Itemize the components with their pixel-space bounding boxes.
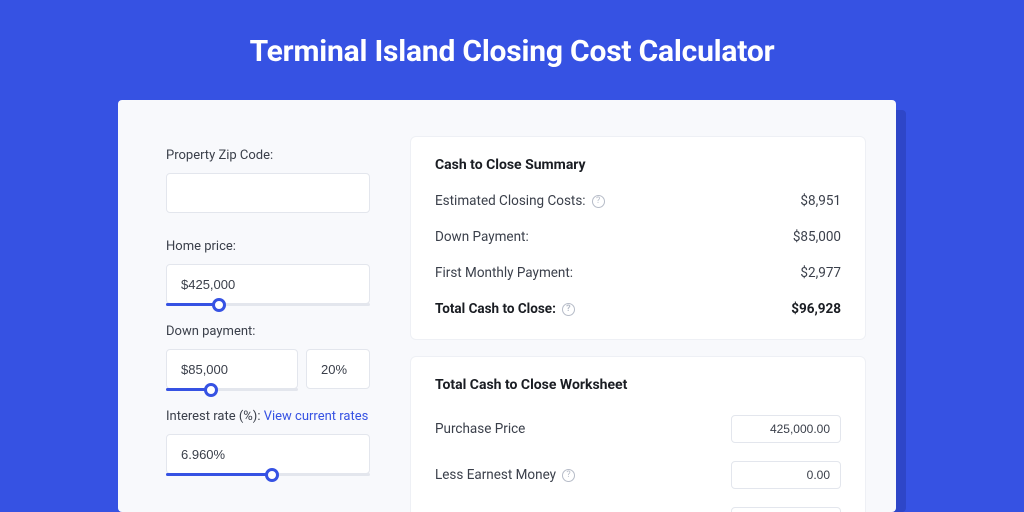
summary-heading: Cash to Close Summary [435, 157, 841, 173]
summary-row-total: Total Cash to Close: ? $96,928 [435, 301, 841, 317]
interest-slider-thumb[interactable] [265, 468, 279, 482]
down-payment-label: Down payment: [166, 324, 370, 339]
worksheet-row-purchase-price: Purchase Price [435, 415, 841, 443]
zip-label: Property Zip Code: [166, 148, 370, 163]
worksheet-row-label: Less Earnest Money ? [435, 467, 575, 483]
summary-row-value: $85,000 [793, 229, 841, 245]
summary-label-text: First Monthly Payment: [435, 265, 573, 281]
card-inner: Property Zip Code: Home price: Down paym… [118, 100, 896, 512]
down-payment-row [166, 349, 370, 409]
summary-row-value: $2,977 [800, 265, 841, 281]
interest-input-wrap [166, 434, 370, 474]
summary-label-text: Down Payment: [435, 229, 529, 245]
calculator-card: Property Zip Code: Home price: Down paym… [118, 100, 896, 512]
home-price-input-wrap [166, 264, 370, 304]
down-payment-slider-thumb[interactable] [204, 383, 218, 397]
summary-row-label: Estimated Closing Costs: ? [435, 193, 605, 209]
summary-row-first-payment: First Monthly Payment: $2,977 [435, 265, 841, 281]
results-panel: Cash to Close Summary Estimated Closing … [398, 100, 896, 512]
worksheet-label-text: Less Earnest Money [435, 467, 556, 483]
interest-slider-fill [166, 473, 272, 476]
summary-row-value: $96,928 [791, 301, 841, 317]
summary-row-closing-costs: Estimated Closing Costs: ? $8,951 [435, 193, 841, 209]
worksheet-heading: Total Cash to Close Worksheet [435, 377, 841, 393]
summary-row-label: First Monthly Payment: [435, 265, 573, 281]
worksheet-panel: Total Cash to Close Worksheet Purchase P… [410, 356, 866, 512]
interest-label-text: Interest rate (%): [166, 409, 264, 424]
help-icon[interactable]: ? [562, 469, 575, 482]
zip-input[interactable] [166, 173, 370, 213]
summary-label-text: Estimated Closing Costs: [435, 193, 586, 209]
summary-row-value: $8,951 [800, 193, 841, 209]
summary-row-down-payment: Down Payment: $85,000 [435, 229, 841, 245]
worksheet-row-mortgage-amount: Total Mortgage Loan Amount [435, 507, 841, 512]
worksheet-row-earnest-money: Less Earnest Money ? [435, 461, 841, 489]
down-payment-input[interactable] [166, 349, 298, 389]
home-price-input[interactable] [166, 264, 370, 304]
worksheet-row-label: Purchase Price [435, 421, 525, 437]
home-price-slider-thumb[interactable] [212, 298, 226, 312]
summary-row-label: Down Payment: [435, 229, 529, 245]
interest-label: Interest rate (%): View current rates [166, 409, 370, 424]
worksheet-mortgage-amount-input[interactable] [731, 507, 841, 512]
view-rates-link[interactable]: View current rates [264, 409, 369, 424]
home-price-label: Home price: [166, 239, 370, 254]
worksheet-earnest-money-input[interactable] [731, 461, 841, 489]
help-icon[interactable]: ? [592, 195, 605, 208]
summary-label-text: Total Cash to Close: [435, 301, 556, 317]
down-payment-pct-input[interactable] [306, 349, 370, 389]
summary-row-label: Total Cash to Close: ? [435, 301, 575, 317]
page-background: Terminal Island Closing Cost Calculator … [0, 0, 1024, 512]
zip-input-wrap [166, 173, 370, 213]
worksheet-purchase-price-input[interactable] [731, 415, 841, 443]
help-icon[interactable]: ? [562, 303, 575, 316]
summary-panel: Cash to Close Summary Estimated Closing … [410, 136, 866, 340]
down-payment-input-wrap [166, 349, 298, 389]
inputs-panel: Property Zip Code: Home price: Down paym… [118, 100, 398, 512]
page-title: Terminal Island Closing Cost Calculator [0, 0, 1024, 69]
worksheet-label-text: Purchase Price [435, 421, 525, 437]
down-payment-pct-wrap [306, 349, 370, 389]
